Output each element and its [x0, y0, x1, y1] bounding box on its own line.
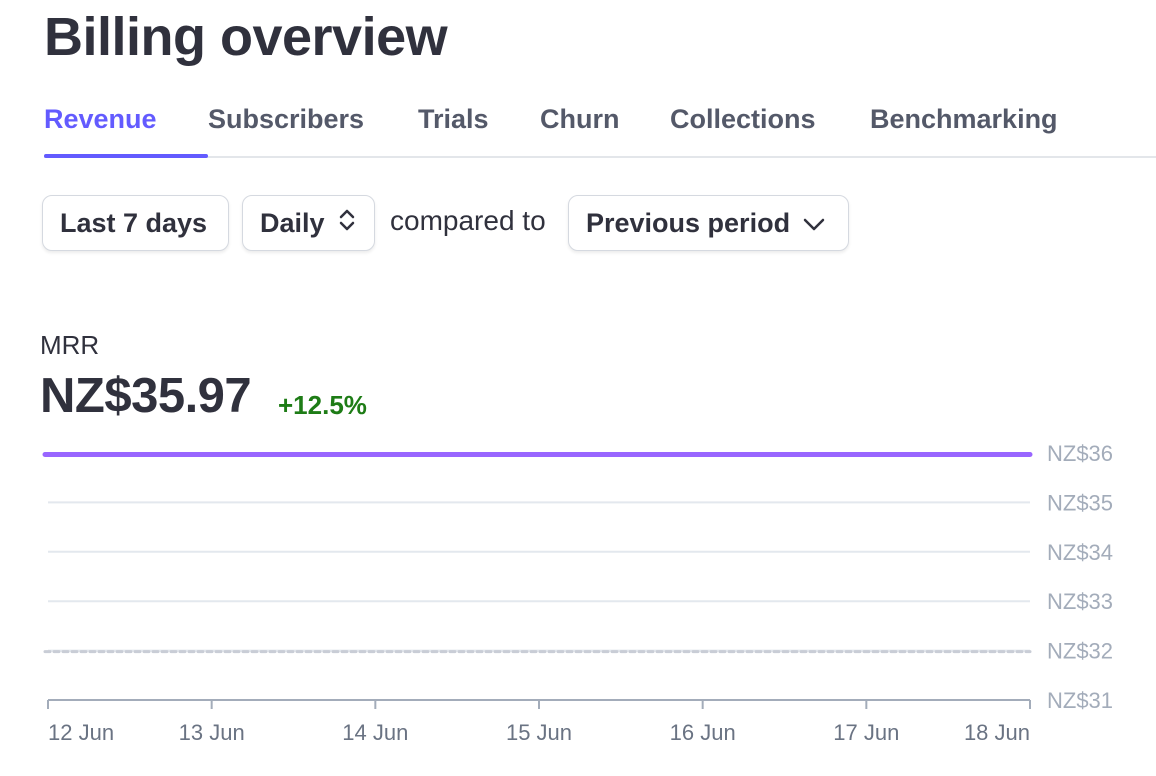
metric-value: NZ$35.97 [40, 369, 252, 423]
comparison-label: Previous period [586, 207, 791, 238]
interval-select[interactable]: Daily [242, 195, 375, 251]
y-tick-label: NZ$32 [1047, 639, 1113, 664]
tab-benchmarking[interactable]: Benchmarking [870, 104, 1058, 134]
chevron-down-icon [802, 208, 826, 239]
x-tick-label: 17 Jun [833, 720, 899, 745]
compared-to-label: compared to [390, 205, 546, 236]
date-range-label: Last 7 days [60, 207, 208, 238]
metric-delta-badge: +12.5% [278, 390, 367, 420]
comparison-select[interactable]: Previous period [568, 195, 849, 251]
x-tick-label: 15 Jun [506, 720, 572, 745]
tab-churn[interactable]: Churn [540, 104, 620, 134]
mrr-line-chart: NZ$36 NZ$35 NZ$34 NZ$33 NZ$32 NZ$31 12 Jun 13 J… [42, 441, 1113, 745]
tab-collections[interactable]: Collections [670, 104, 816, 134]
up-down-chevrons-icon [337, 207, 357, 240]
x-tick-label: 16 Jun [670, 720, 736, 745]
y-tick-label: NZ$36 [1047, 441, 1113, 466]
x-tick-label: 13 Jun [179, 720, 245, 745]
page-title: Billing overview [44, 7, 448, 67]
tab-subscribers[interactable]: Subscribers [208, 104, 365, 134]
x-tick-label: 14 Jun [342, 720, 408, 745]
y-tick-label: NZ$33 [1047, 589, 1113, 614]
y-tick-label: NZ$31 [1047, 688, 1113, 713]
tab-bar: Revenue Subscribers Trials Churn Collect… [44, 100, 1156, 158]
y-tick-label: NZ$35 [1047, 490, 1113, 515]
x-tick-label: 12 Jun [48, 720, 114, 745]
tab-revenue[interactable]: Revenue [44, 100, 208, 158]
tab-trials[interactable]: Trials [418, 104, 489, 134]
y-tick-label: NZ$34 [1047, 540, 1113, 565]
interval-label: Daily [260, 207, 325, 238]
x-tick-label: 18 Jun [964, 720, 1030, 745]
metric-label: MRR [40, 330, 100, 360]
date-range-button[interactable]: Last 7 days [42, 195, 229, 251]
